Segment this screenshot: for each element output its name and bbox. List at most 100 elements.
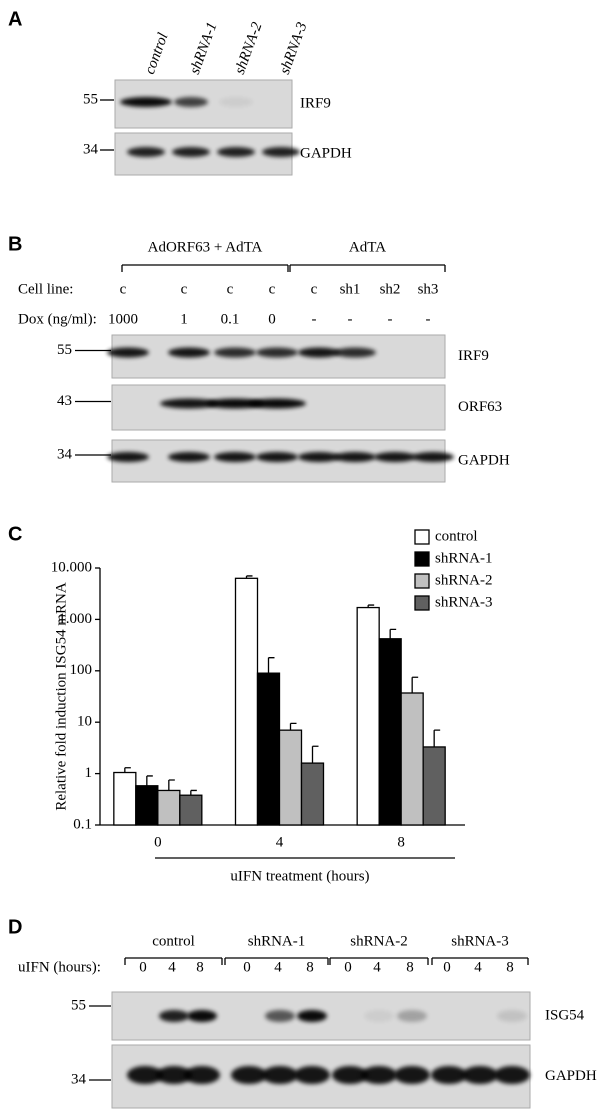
row-cell: 8 (306, 959, 314, 975)
row-cell: - (348, 311, 353, 327)
marker: 55 (57, 342, 72, 358)
band (256, 347, 298, 358)
marker: 34 (83, 141, 99, 157)
band (497, 1010, 527, 1022)
band (494, 1066, 530, 1084)
band (394, 1066, 430, 1084)
marker: 43 (57, 393, 72, 409)
band (412, 452, 454, 462)
group-label: control (152, 933, 195, 949)
band (297, 1010, 327, 1022)
row-label: Cell line: (18, 281, 73, 297)
error-bar (245, 575, 253, 579)
y-axis-label: Relative fold induction ISG54 mRNA (53, 582, 69, 810)
x-axis-label: uIFN treatment (hours) (230, 868, 369, 884)
bar (422, 746, 446, 826)
band (397, 1010, 427, 1022)
band (298, 452, 340, 462)
band (334, 347, 376, 358)
error-bar (267, 657, 275, 674)
row-cell: 4 (274, 959, 282, 975)
error-bar (146, 775, 153, 786)
bar (179, 794, 203, 826)
blot-label: GAPDH (458, 452, 510, 468)
group-label: shRNA-2 (350, 933, 408, 949)
band (262, 1066, 298, 1084)
row-cell: - (426, 311, 431, 327)
row-cell: 0 (443, 959, 451, 975)
lane-label: shRNA-3 (277, 20, 311, 76)
row-cell: - (312, 311, 317, 327)
band (334, 452, 376, 462)
marker: 34 (71, 1071, 87, 1087)
marker: 55 (83, 91, 98, 107)
bar (400, 692, 424, 826)
panel-letter: A (8, 8, 22, 30)
band (184, 1066, 220, 1084)
legend-swatch (414, 573, 430, 589)
legend-swatch (414, 551, 430, 567)
row-cell: 1000 (108, 311, 138, 327)
band (294, 1066, 330, 1084)
error-bar (124, 767, 131, 773)
blot-label: ORF63 (458, 399, 502, 415)
band (168, 347, 210, 358)
band (361, 1066, 397, 1084)
band (256, 452, 298, 462)
band (156, 1066, 192, 1084)
row-cell: 4 (373, 959, 381, 975)
row-cell: 0 (139, 959, 147, 975)
y-tick-label: 1 (85, 765, 93, 781)
row-cell: 0 (344, 959, 352, 975)
band (206, 398, 264, 409)
band (160, 398, 218, 409)
row-cell: c (311, 281, 318, 297)
legend-label: shRNA-3 (435, 594, 493, 610)
band (127, 1066, 163, 1084)
panel-letter: C (8, 523, 22, 545)
band (107, 452, 149, 462)
panel-letter: D (8, 916, 22, 938)
error-bar (289, 722, 297, 731)
bar (234, 577, 259, 826)
x-tick-label: 8 (397, 834, 405, 850)
row-cell: c (269, 281, 276, 297)
legend-label: shRNA-1 (435, 550, 493, 566)
row-cell: 0.1 (221, 311, 240, 327)
row-cell: sh1 (340, 281, 361, 297)
band (187, 1010, 217, 1022)
bar (356, 606, 380, 826)
error-bar (389, 628, 397, 639)
row-cell: 8 (196, 959, 204, 975)
bar (278, 729, 303, 826)
blot-label: GAPDH (545, 1068, 597, 1084)
bar (157, 789, 181, 826)
y-tick-label: 100 (70, 662, 93, 678)
legend-label: control (435, 528, 478, 544)
band (107, 347, 149, 358)
row-cell: 4 (474, 959, 482, 975)
row-cell: 0 (243, 959, 251, 975)
blot-label: GAPDH (300, 145, 352, 161)
band (214, 347, 256, 358)
band (159, 1010, 189, 1022)
bar (135, 785, 159, 826)
band (127, 147, 165, 157)
band (462, 1066, 498, 1084)
row-cell: - (388, 311, 393, 327)
lane-label: control (142, 31, 172, 77)
band (174, 97, 208, 107)
band (298, 347, 340, 358)
x-tick-label: 0 (154, 834, 162, 850)
error-bar (311, 745, 319, 764)
row-label: uIFN (hours): (18, 959, 101, 975)
row-cell: sh3 (418, 281, 439, 297)
group-label: AdORF63 + AdTA (148, 239, 263, 255)
blot-label: IRF9 (458, 348, 489, 364)
error-bar (411, 676, 419, 693)
marker: 55 (71, 997, 86, 1013)
error-bar (433, 729, 441, 747)
error-bar (367, 604, 375, 608)
lane-label: shRNA-1 (187, 20, 221, 76)
